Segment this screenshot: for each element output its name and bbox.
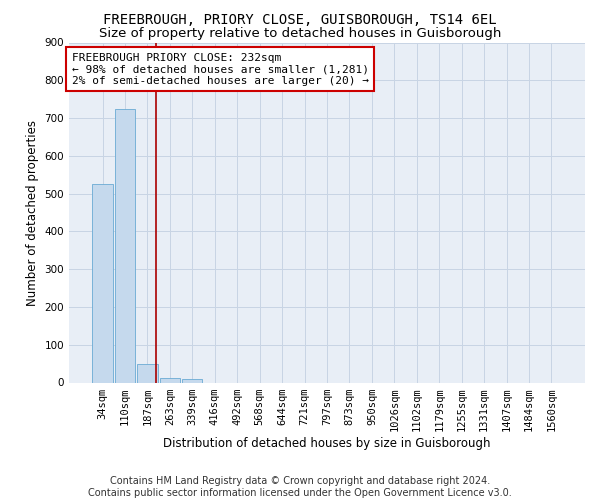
Bar bbox=[182, 378, 202, 382]
Bar bbox=[160, 378, 180, 382]
Bar bbox=[115, 108, 135, 382]
Bar bbox=[92, 184, 113, 382]
Text: Contains HM Land Registry data © Crown copyright and database right 2024.
Contai: Contains HM Land Registry data © Crown c… bbox=[88, 476, 512, 498]
Text: FREEBROUGH, PRIORY CLOSE, GUISBOROUGH, TS14 6EL: FREEBROUGH, PRIORY CLOSE, GUISBOROUGH, T… bbox=[103, 12, 497, 26]
Text: FREEBROUGH PRIORY CLOSE: 232sqm
← 98% of detached houses are smaller (1,281)
2% : FREEBROUGH PRIORY CLOSE: 232sqm ← 98% of… bbox=[71, 52, 368, 86]
X-axis label: Distribution of detached houses by size in Guisborough: Distribution of detached houses by size … bbox=[163, 436, 491, 450]
Bar bbox=[137, 364, 158, 382]
Text: Size of property relative to detached houses in Guisborough: Size of property relative to detached ho… bbox=[99, 28, 501, 40]
Y-axis label: Number of detached properties: Number of detached properties bbox=[26, 120, 39, 306]
